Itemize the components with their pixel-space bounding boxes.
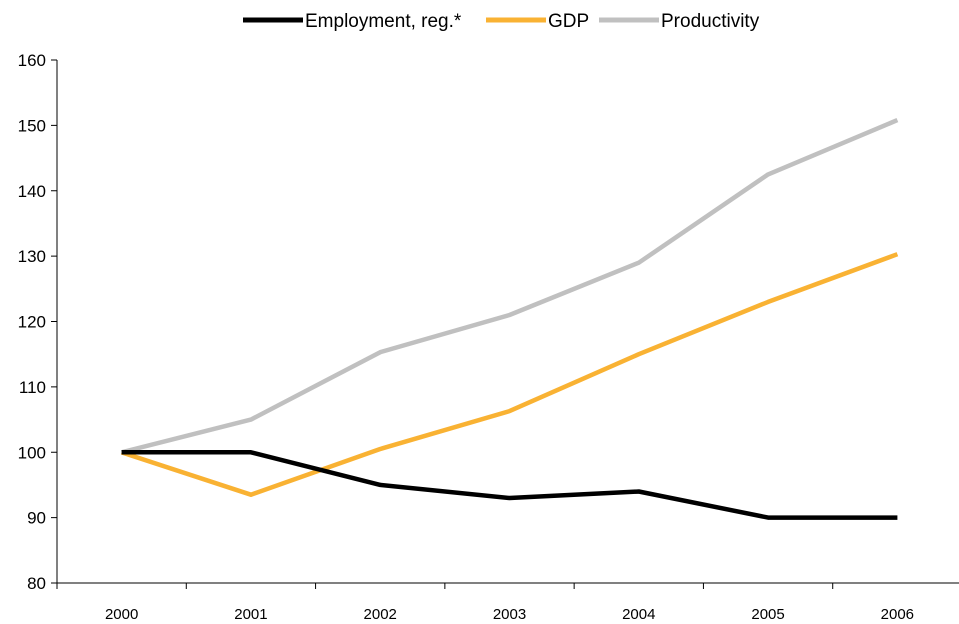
legend-label: Employment, reg.* (305, 11, 462, 32)
legend-label: GDP (548, 11, 589, 32)
y-tick-label: 150 (18, 116, 46, 135)
y-tick-label: 90 (27, 509, 46, 528)
x-tick-label: 2004 (622, 606, 655, 623)
series-line-productivity (121, 118, 899, 455)
series-line-gdp (120, 252, 899, 497)
y-tick-label: 140 (18, 182, 46, 201)
y-tick-label: 130 (18, 247, 46, 266)
y-tick-label: 100 (18, 443, 46, 462)
plot-area (120, 118, 899, 520)
y-axis: 80 90 100 110 120 130 140 150 160 (18, 51, 58, 593)
legend-label: Productivity (661, 11, 760, 32)
y-tick-label: 110 (19, 378, 46, 397)
x-tick-label: 2003 (493, 606, 526, 623)
y-tick-label: 120 (18, 313, 46, 332)
x-tick-label: 2005 (751, 606, 784, 623)
x-tick-label: 2006 (881, 606, 914, 623)
x-tick-label: 2000 (105, 606, 138, 623)
legend-item: Employment, reg.* (243, 11, 462, 32)
x-axis: 2000 2001 2002 2003 2004 2005 2006 (56, 582, 959, 623)
x-tick-label: 2002 (364, 606, 397, 623)
y-tick-label: 80 (27, 574, 46, 593)
legend-item: GDP (486, 11, 589, 32)
y-tick-label: 160 (18, 51, 46, 70)
series-line-employment-reg (121, 450, 898, 520)
x-tick-label: 2001 (234, 606, 267, 623)
legend-item: Productivity (599, 11, 760, 32)
legend: Employment, reg.* GDP Productivity (243, 11, 760, 32)
